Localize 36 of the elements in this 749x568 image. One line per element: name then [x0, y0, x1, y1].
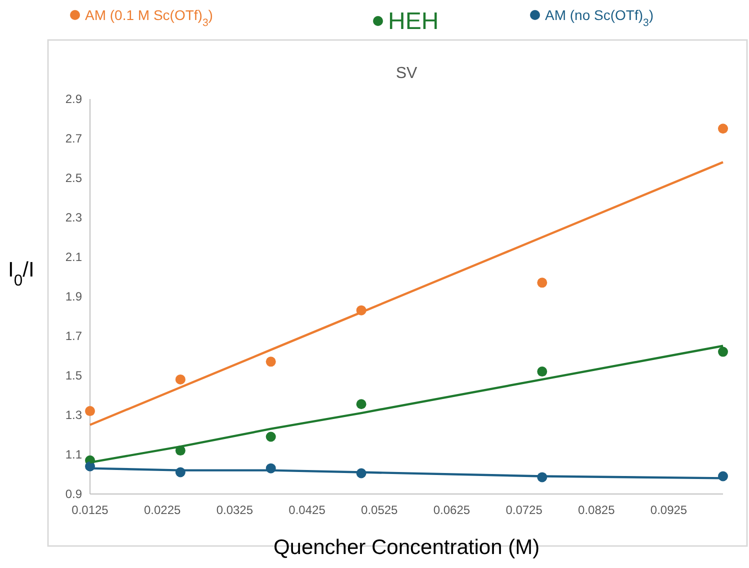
- point: [266, 432, 276, 442]
- x-tick-label: 0.0325: [216, 503, 254, 517]
- y-axis-title: I$_{0}$/I: [8, 258, 34, 289]
- point: [537, 366, 548, 377]
- chart-title: SV: [396, 65, 418, 82]
- point: [537, 278, 548, 288]
- legend-label: AM (no Sc(OTf)$_{3}$): [545, 7, 654, 29]
- x-tick-label: 0.0425: [288, 503, 326, 517]
- legend-label: AM (0.1 M Sc(OTf)$_{3}$): [85, 7, 213, 29]
- y-tick-label: 2.7: [65, 132, 82, 146]
- x-axis-title: Quencher Concentration (M): [273, 536, 540, 559]
- y-tick-label: 2.3: [65, 210, 82, 225]
- y-tick-label: 2.1: [65, 250, 82, 264]
- y-tick-label: 0.9: [65, 487, 82, 502]
- point: [718, 124, 728, 134]
- y-tick-label: 1.3: [65, 408, 82, 422]
- point: [85, 406, 95, 416]
- x-tick-label: 0.0225: [144, 503, 182, 517]
- point: [266, 356, 276, 367]
- line-series: [88, 161, 724, 426]
- y-tick-label: 2.9: [65, 92, 82, 106]
- y-tick-label: 1.1: [65, 448, 82, 462]
- legend-label: HEH: [388, 8, 439, 35]
- point: [356, 399, 366, 410]
- x-tick-label: 0.0525: [361, 503, 398, 517]
- x-tick-label: 0.0825: [578, 503, 616, 517]
- x-tick-label: 0.0125: [72, 503, 109, 517]
- y-tick-label: 2.5: [65, 171, 82, 186]
- point: [718, 346, 728, 357]
- y-tick-label: 1.7: [65, 329, 82, 344]
- point: [175, 374, 186, 384]
- y-tick-label: 1.9: [65, 290, 82, 304]
- x-tick-label: 0.0725: [506, 503, 543, 517]
- y-tick-label: 1.5: [65, 368, 82, 383]
- x-tick-label: 0.0625: [433, 503, 470, 517]
- x-tick-label: 0.0925: [650, 503, 688, 517]
